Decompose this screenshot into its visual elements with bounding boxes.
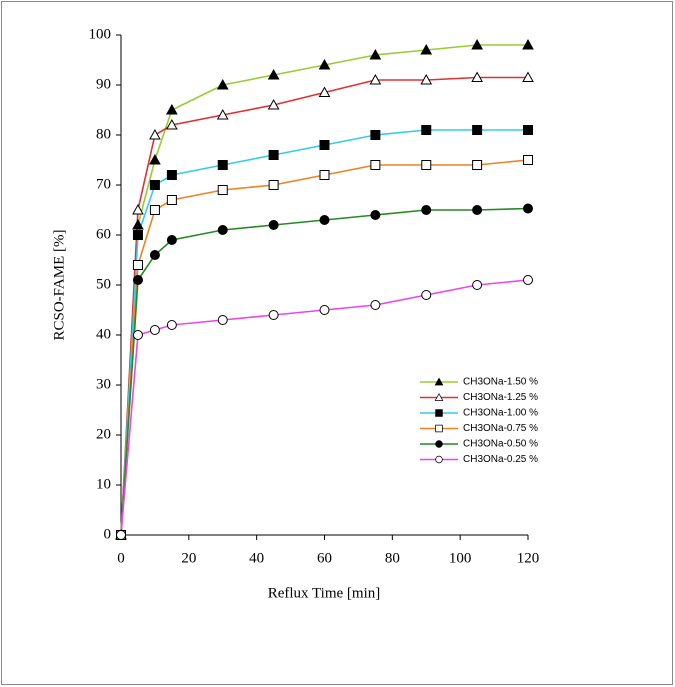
y-axis-label: RCSO-FAME [%] bbox=[51, 230, 67, 341]
marker bbox=[523, 155, 533, 165]
marker bbox=[523, 275, 533, 285]
x-tick-label: 80 bbox=[385, 550, 400, 566]
marker bbox=[166, 118, 178, 130]
marker bbox=[149, 325, 160, 335]
marker bbox=[217, 225, 228, 235]
marker bbox=[319, 170, 330, 180]
marker bbox=[318, 58, 331, 70]
x-tick-label: 20 bbox=[181, 550, 196, 566]
marker bbox=[523, 125, 533, 135]
marker bbox=[369, 73, 382, 85]
marker bbox=[319, 215, 330, 225]
x-tick-label: 120 bbox=[517, 550, 540, 566]
marker bbox=[132, 330, 143, 340]
x-axis-label: Reflux Time [min] bbox=[268, 585, 381, 601]
marker bbox=[435, 409, 443, 417]
marker bbox=[149, 128, 161, 140]
marker bbox=[370, 300, 381, 310]
marker bbox=[472, 280, 483, 290]
marker bbox=[216, 108, 229, 120]
marker bbox=[472, 125, 483, 135]
y-tick-label: 40 bbox=[96, 326, 111, 342]
marker bbox=[268, 150, 279, 160]
marker bbox=[166, 170, 177, 180]
marker bbox=[149, 180, 160, 190]
marker bbox=[471, 38, 483, 50]
marker bbox=[522, 38, 534, 50]
legend-label: CH3ONa-1.25 % bbox=[463, 392, 538, 403]
y-tick-label: 80 bbox=[96, 126, 111, 142]
marker bbox=[421, 205, 432, 215]
marker bbox=[318, 86, 331, 97]
marker bbox=[132, 218, 144, 230]
y-tick-label: 20 bbox=[96, 426, 111, 442]
marker bbox=[132, 260, 143, 270]
marker bbox=[319, 140, 330, 150]
marker bbox=[217, 185, 228, 195]
legend-label: CH3ONa-1.50 % bbox=[463, 377, 538, 388]
y-tick-label: 90 bbox=[96, 76, 111, 92]
legend-label: CH3ONa-0.75 % bbox=[463, 423, 538, 434]
legend-box bbox=[416, 373, 544, 469]
marker bbox=[420, 43, 433, 55]
marker bbox=[370, 160, 381, 170]
marker bbox=[166, 235, 177, 245]
marker bbox=[421, 160, 432, 170]
y-tick-label: 50 bbox=[96, 276, 111, 292]
marker bbox=[420, 73, 433, 85]
marker bbox=[132, 275, 143, 285]
marker bbox=[132, 230, 143, 240]
x-tick-label: 40 bbox=[249, 550, 264, 566]
legend-label: CH3ONa-1.00 % bbox=[463, 408, 538, 419]
marker bbox=[116, 530, 126, 540]
marker bbox=[268, 220, 279, 230]
marker bbox=[421, 290, 432, 300]
x-tick-label: 100 bbox=[449, 550, 472, 566]
marker bbox=[421, 125, 432, 135]
marker bbox=[267, 98, 280, 110]
marker bbox=[268, 310, 279, 320]
marker bbox=[149, 205, 160, 215]
marker bbox=[435, 424, 443, 433]
marker bbox=[472, 205, 483, 215]
legend-label: CH3ONa-0.25 % bbox=[463, 454, 538, 465]
marker bbox=[268, 180, 279, 190]
legend-label: CH3ONa-0.50 % bbox=[463, 439, 538, 450]
marker bbox=[166, 195, 177, 205]
marker bbox=[370, 210, 381, 220]
marker bbox=[166, 103, 178, 115]
marker bbox=[522, 71, 534, 82]
x-tick-label: 0 bbox=[117, 550, 125, 566]
marker bbox=[166, 320, 177, 330]
marker bbox=[434, 392, 444, 401]
marker bbox=[369, 48, 382, 60]
marker bbox=[471, 71, 483, 82]
marker bbox=[435, 440, 443, 448]
marker bbox=[267, 68, 280, 80]
marker bbox=[132, 203, 144, 215]
marker bbox=[435, 455, 443, 464]
marker bbox=[472, 160, 483, 170]
y-tick-label: 30 bbox=[96, 376, 111, 392]
marker bbox=[216, 78, 229, 90]
marker bbox=[523, 203, 533, 214]
marker bbox=[370, 130, 381, 140]
y-tick-label: 70 bbox=[96, 176, 111, 192]
y-tick-label: 0 bbox=[104, 526, 112, 542]
marker bbox=[434, 377, 444, 386]
marker bbox=[319, 305, 330, 315]
marker bbox=[149, 153, 161, 165]
y-tick-label: 10 bbox=[96, 476, 111, 492]
y-tick-label: 100 bbox=[89, 26, 112, 42]
y-tick-label: 60 bbox=[96, 226, 111, 242]
marker bbox=[217, 160, 228, 170]
marker bbox=[149, 250, 160, 260]
x-tick-label: 60 bbox=[317, 550, 332, 566]
marker bbox=[217, 315, 228, 325]
